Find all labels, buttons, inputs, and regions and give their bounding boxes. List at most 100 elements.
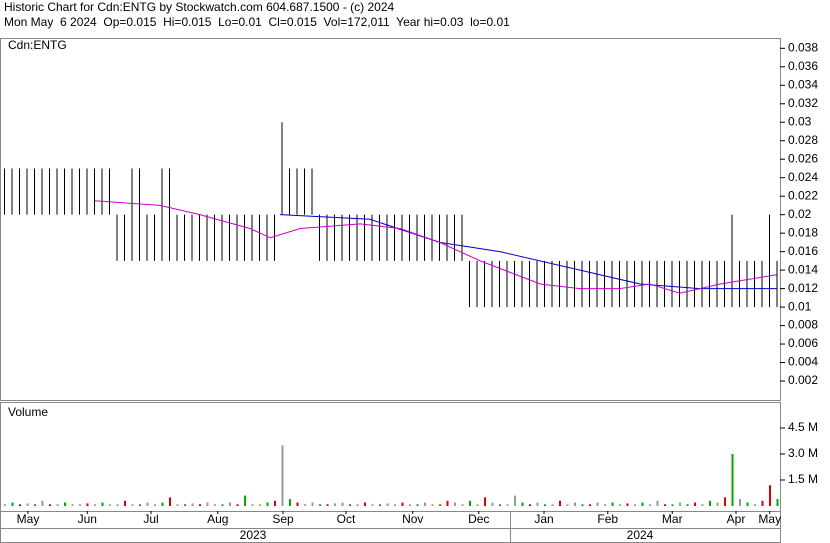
volume-bar	[754, 504, 756, 506]
year-label: 2023	[240, 528, 267, 542]
y-tick-label: 0.022	[788, 188, 818, 202]
y-tick-label: 0.002	[788, 373, 818, 387]
volume-bar	[304, 504, 306, 506]
volume-bar	[146, 502, 149, 506]
volume-bar	[469, 500, 471, 506]
chart-header: Historic Chart for Cdn:ENTG by Stockwatc…	[4, 0, 394, 14]
volume-bar	[319, 504, 321, 506]
volume-bar	[401, 502, 404, 506]
volume-bar	[499, 504, 501, 506]
volume-bar	[266, 502, 269, 506]
volume-bar	[229, 502, 231, 506]
chart-info: Mon May 6 2024 Op=0.015 Hi=0.015 Lo=0.01…	[4, 15, 510, 29]
volume-bar	[671, 504, 674, 506]
y-tick-label: 0.014	[788, 262, 818, 276]
volume-bar	[64, 502, 66, 506]
x-tick-label: May	[17, 512, 40, 526]
volume-bar	[236, 504, 239, 506]
volume-bar	[761, 500, 764, 506]
volume-bar	[289, 499, 291, 506]
volume-bar	[364, 502, 366, 506]
volume-bar	[446, 500, 449, 506]
x-tick-label: Oct	[337, 512, 356, 526]
volume-bar	[626, 503, 629, 506]
volume-bar	[214, 504, 216, 506]
v-tick-label: 4.5 M	[788, 420, 818, 434]
x-tick-label: Sep	[272, 512, 294, 526]
volume-bar	[109, 504, 111, 506]
volume-bar	[574, 502, 576, 506]
volume-bar	[11, 502, 14, 506]
y-tick-label: 0.026	[788, 151, 818, 165]
volume-bar	[206, 502, 209, 506]
volume-bar	[199, 504, 201, 506]
moving-average	[279, 214, 777, 290]
volume-bar	[311, 502, 314, 506]
volume-bar	[694, 502, 696, 506]
volume-bar	[124, 500, 126, 506]
volume-bar	[169, 497, 171, 506]
x-tick-label: Aug	[207, 512, 228, 526]
volume-bar	[596, 502, 599, 506]
volume-bar	[686, 504, 689, 506]
volume-bar	[476, 504, 479, 506]
volume-bar	[551, 504, 554, 506]
x-tick-label: May	[758, 512, 781, 526]
x-tick-label: Jun	[78, 512, 97, 526]
volume-bar	[116, 504, 119, 506]
volume-bar	[274, 500, 276, 506]
y-tick-label: 0.032	[788, 96, 818, 110]
volume-bar	[161, 502, 164, 506]
volume-bar	[701, 504, 704, 506]
x-tick-label: Mar	[662, 512, 683, 526]
volume-bar	[769, 485, 771, 506]
y-tick-label: 0.016	[788, 244, 818, 258]
volume-bar	[86, 503, 89, 506]
volume-bar	[26, 503, 29, 506]
volume-bar	[101, 502, 104, 506]
volume-bar	[491, 502, 494, 506]
volume-bar	[176, 504, 179, 506]
y-tick-label: 0.02	[788, 207, 812, 221]
volume-bar	[56, 504, 59, 506]
volume-bar	[386, 503, 389, 506]
volume-bar	[521, 502, 524, 506]
y-tick-label: 0.006	[788, 336, 818, 350]
volume-bar	[724, 497, 726, 506]
x-tick-label: Nov	[402, 512, 423, 526]
volume-bar	[221, 504, 224, 506]
volume-bar	[41, 500, 44, 506]
volume-bar	[431, 504, 434, 506]
volume-bar	[296, 502, 299, 506]
moving-average	[94, 200, 777, 294]
volume-bar	[529, 504, 531, 506]
volume-bar	[611, 502, 614, 506]
volume-bar	[131, 504, 134, 506]
volume-bar	[259, 504, 261, 506]
volume-bar	[191, 503, 194, 506]
volume-bar	[139, 504, 141, 506]
x-tick-label: Feb	[597, 512, 618, 526]
volume-bar	[484, 497, 486, 506]
volume-bar	[71, 504, 74, 506]
volume-bar	[416, 504, 419, 506]
x-tick-label: Jul	[143, 512, 158, 526]
volume-bar	[326, 504, 329, 506]
volume-bar	[566, 504, 569, 506]
v-tick-label: 1.5 M	[788, 472, 818, 486]
volume-bar	[184, 504, 186, 506]
volume-bar	[581, 504, 584, 506]
volume-bar	[656, 500, 659, 506]
volume-bar	[244, 495, 246, 506]
volume-bar	[424, 502, 426, 506]
price-panel	[0, 38, 781, 401]
y-tick-label: 0.036	[788, 59, 818, 73]
volume-bar	[506, 504, 509, 506]
volume-bar	[394, 504, 396, 506]
volume-bar	[19, 504, 21, 506]
x-tick-label: Dec	[468, 512, 489, 526]
volume-bar	[371, 504, 374, 506]
volume-bar	[709, 500, 711, 506]
volume-bar	[649, 504, 651, 506]
